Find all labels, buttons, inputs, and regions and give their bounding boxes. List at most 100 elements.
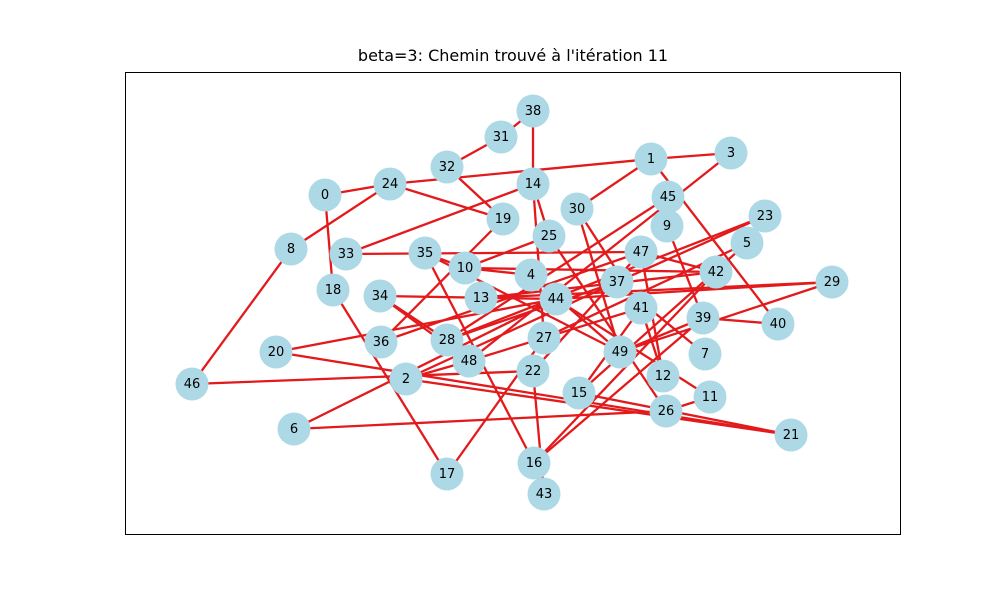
node-circle xyxy=(699,255,733,289)
node-label: 26 xyxy=(658,404,675,419)
node-circle xyxy=(484,120,518,154)
node-23: 23 xyxy=(748,199,782,233)
node-circle xyxy=(277,412,311,446)
node-30: 30 xyxy=(560,192,594,226)
node-label: 39 xyxy=(695,311,712,326)
node-27: 27 xyxy=(527,321,561,355)
node-label: 13 xyxy=(473,291,490,306)
node-26: 26 xyxy=(649,394,683,428)
node-label: 8 xyxy=(287,242,295,257)
node-circle xyxy=(175,367,209,401)
node-circle xyxy=(714,136,748,170)
node-28: 28 xyxy=(430,323,464,357)
node-circle xyxy=(389,362,423,396)
node-circle xyxy=(532,219,566,253)
node-8: 8 xyxy=(274,232,308,266)
node-11: 11 xyxy=(693,380,727,414)
node-label: 15 xyxy=(571,386,588,401)
edge-46-8 xyxy=(191,248,292,385)
node-label: 1 xyxy=(647,152,655,167)
node-label: 21 xyxy=(783,428,800,443)
node-label: 38 xyxy=(525,104,542,119)
node-circle xyxy=(363,279,397,313)
node-circle xyxy=(815,265,849,299)
node-12: 12 xyxy=(646,359,680,393)
node-47: 47 xyxy=(624,235,658,269)
node-label: 5 xyxy=(743,236,751,251)
edge-20-21 xyxy=(275,350,792,437)
edge-44-6 xyxy=(293,297,557,431)
node-label: 27 xyxy=(536,331,553,346)
node-22: 22 xyxy=(516,354,550,388)
node-label: 45 xyxy=(660,190,677,205)
edge-13-42 xyxy=(480,270,717,300)
node-circle xyxy=(308,178,342,212)
node-circle xyxy=(539,282,573,316)
node-label: 4 xyxy=(527,268,535,283)
node-10: 10 xyxy=(448,251,482,285)
node-label: 19 xyxy=(495,212,512,227)
node-circle xyxy=(448,251,482,285)
node-label: 12 xyxy=(655,369,672,384)
node-18: 18 xyxy=(316,273,350,307)
edge-37-7 xyxy=(616,281,706,355)
node-circle xyxy=(464,281,498,315)
node-34: 34 xyxy=(363,279,397,313)
node-40: 40 xyxy=(761,307,795,341)
node-32: 32 xyxy=(430,150,464,184)
node-circle xyxy=(527,477,561,511)
node-label: 7 xyxy=(701,347,709,362)
node-circle xyxy=(452,344,486,378)
node-label: 30 xyxy=(569,202,586,217)
edge-37-2 xyxy=(405,280,618,381)
node-label: 23 xyxy=(757,209,774,224)
node-label: 17 xyxy=(439,467,456,482)
node-label: 34 xyxy=(372,289,389,304)
edge-28-37 xyxy=(446,280,618,342)
node-circle xyxy=(650,209,684,243)
node-label: 3 xyxy=(727,146,735,161)
node-circle xyxy=(516,167,550,201)
node-label: 47 xyxy=(633,245,650,260)
node-24: 24 xyxy=(373,167,407,201)
node-13: 13 xyxy=(464,281,498,315)
node-label: 22 xyxy=(525,364,542,379)
edge-19-36 xyxy=(380,218,504,343)
node-17: 17 xyxy=(430,457,464,491)
node-label: 6 xyxy=(290,422,298,437)
node-label: 35 xyxy=(417,246,434,261)
chart-title: beta=3: Chemin trouvé à l'itération 11 xyxy=(357,46,669,65)
node-21: 21 xyxy=(774,418,808,452)
node-3: 3 xyxy=(714,136,748,170)
node-circle xyxy=(516,354,550,388)
node-label: 16 xyxy=(526,456,543,471)
node-15: 15 xyxy=(562,376,596,410)
node-label: 49 xyxy=(612,345,629,360)
edge-39-16 xyxy=(533,317,704,464)
node-circle xyxy=(430,150,464,184)
node-circle xyxy=(560,192,594,226)
node-37: 37 xyxy=(600,265,634,299)
node-circle xyxy=(693,380,727,414)
node-circle xyxy=(274,232,308,266)
node-label: 37 xyxy=(609,275,626,290)
node-0: 0 xyxy=(308,178,342,212)
node-4: 4 xyxy=(514,258,548,292)
node-43: 43 xyxy=(527,477,561,511)
node-label: 46 xyxy=(184,377,201,392)
node-2: 2 xyxy=(389,362,423,396)
node-16: 16 xyxy=(517,446,551,480)
node-circle xyxy=(408,236,442,270)
node-29: 29 xyxy=(815,265,849,299)
node-42: 42 xyxy=(699,255,733,289)
edge-47-33 xyxy=(345,250,642,256)
edge-20-44 xyxy=(275,297,557,354)
node-label: 48 xyxy=(461,354,478,369)
node-44: 44 xyxy=(539,282,573,316)
node-circle xyxy=(686,301,720,335)
node-circle xyxy=(624,235,658,269)
edge-26-25 xyxy=(548,235,667,412)
edge-15-21 xyxy=(578,391,792,437)
